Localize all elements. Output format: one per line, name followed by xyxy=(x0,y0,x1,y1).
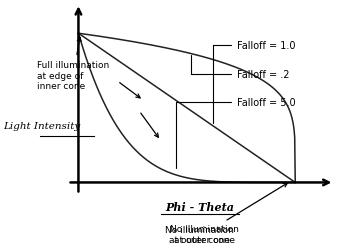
Text: No illumination
at outer cone: No illumination at outer cone xyxy=(170,184,287,244)
Text: No illumination
at outer cone: No illumination at outer cone xyxy=(166,225,234,244)
Text: Falloff = .2: Falloff = .2 xyxy=(191,56,289,79)
Text: Full illumination
at edge of
inner cone: Full illumination at edge of inner cone xyxy=(37,38,109,90)
Text: Falloff = 1.0: Falloff = 1.0 xyxy=(213,41,295,123)
Text: Phi - Theta: Phi - Theta xyxy=(165,201,234,212)
Text: Light Intensity: Light Intensity xyxy=(3,122,80,131)
Text: Falloff = 5.0: Falloff = 5.0 xyxy=(176,98,295,168)
